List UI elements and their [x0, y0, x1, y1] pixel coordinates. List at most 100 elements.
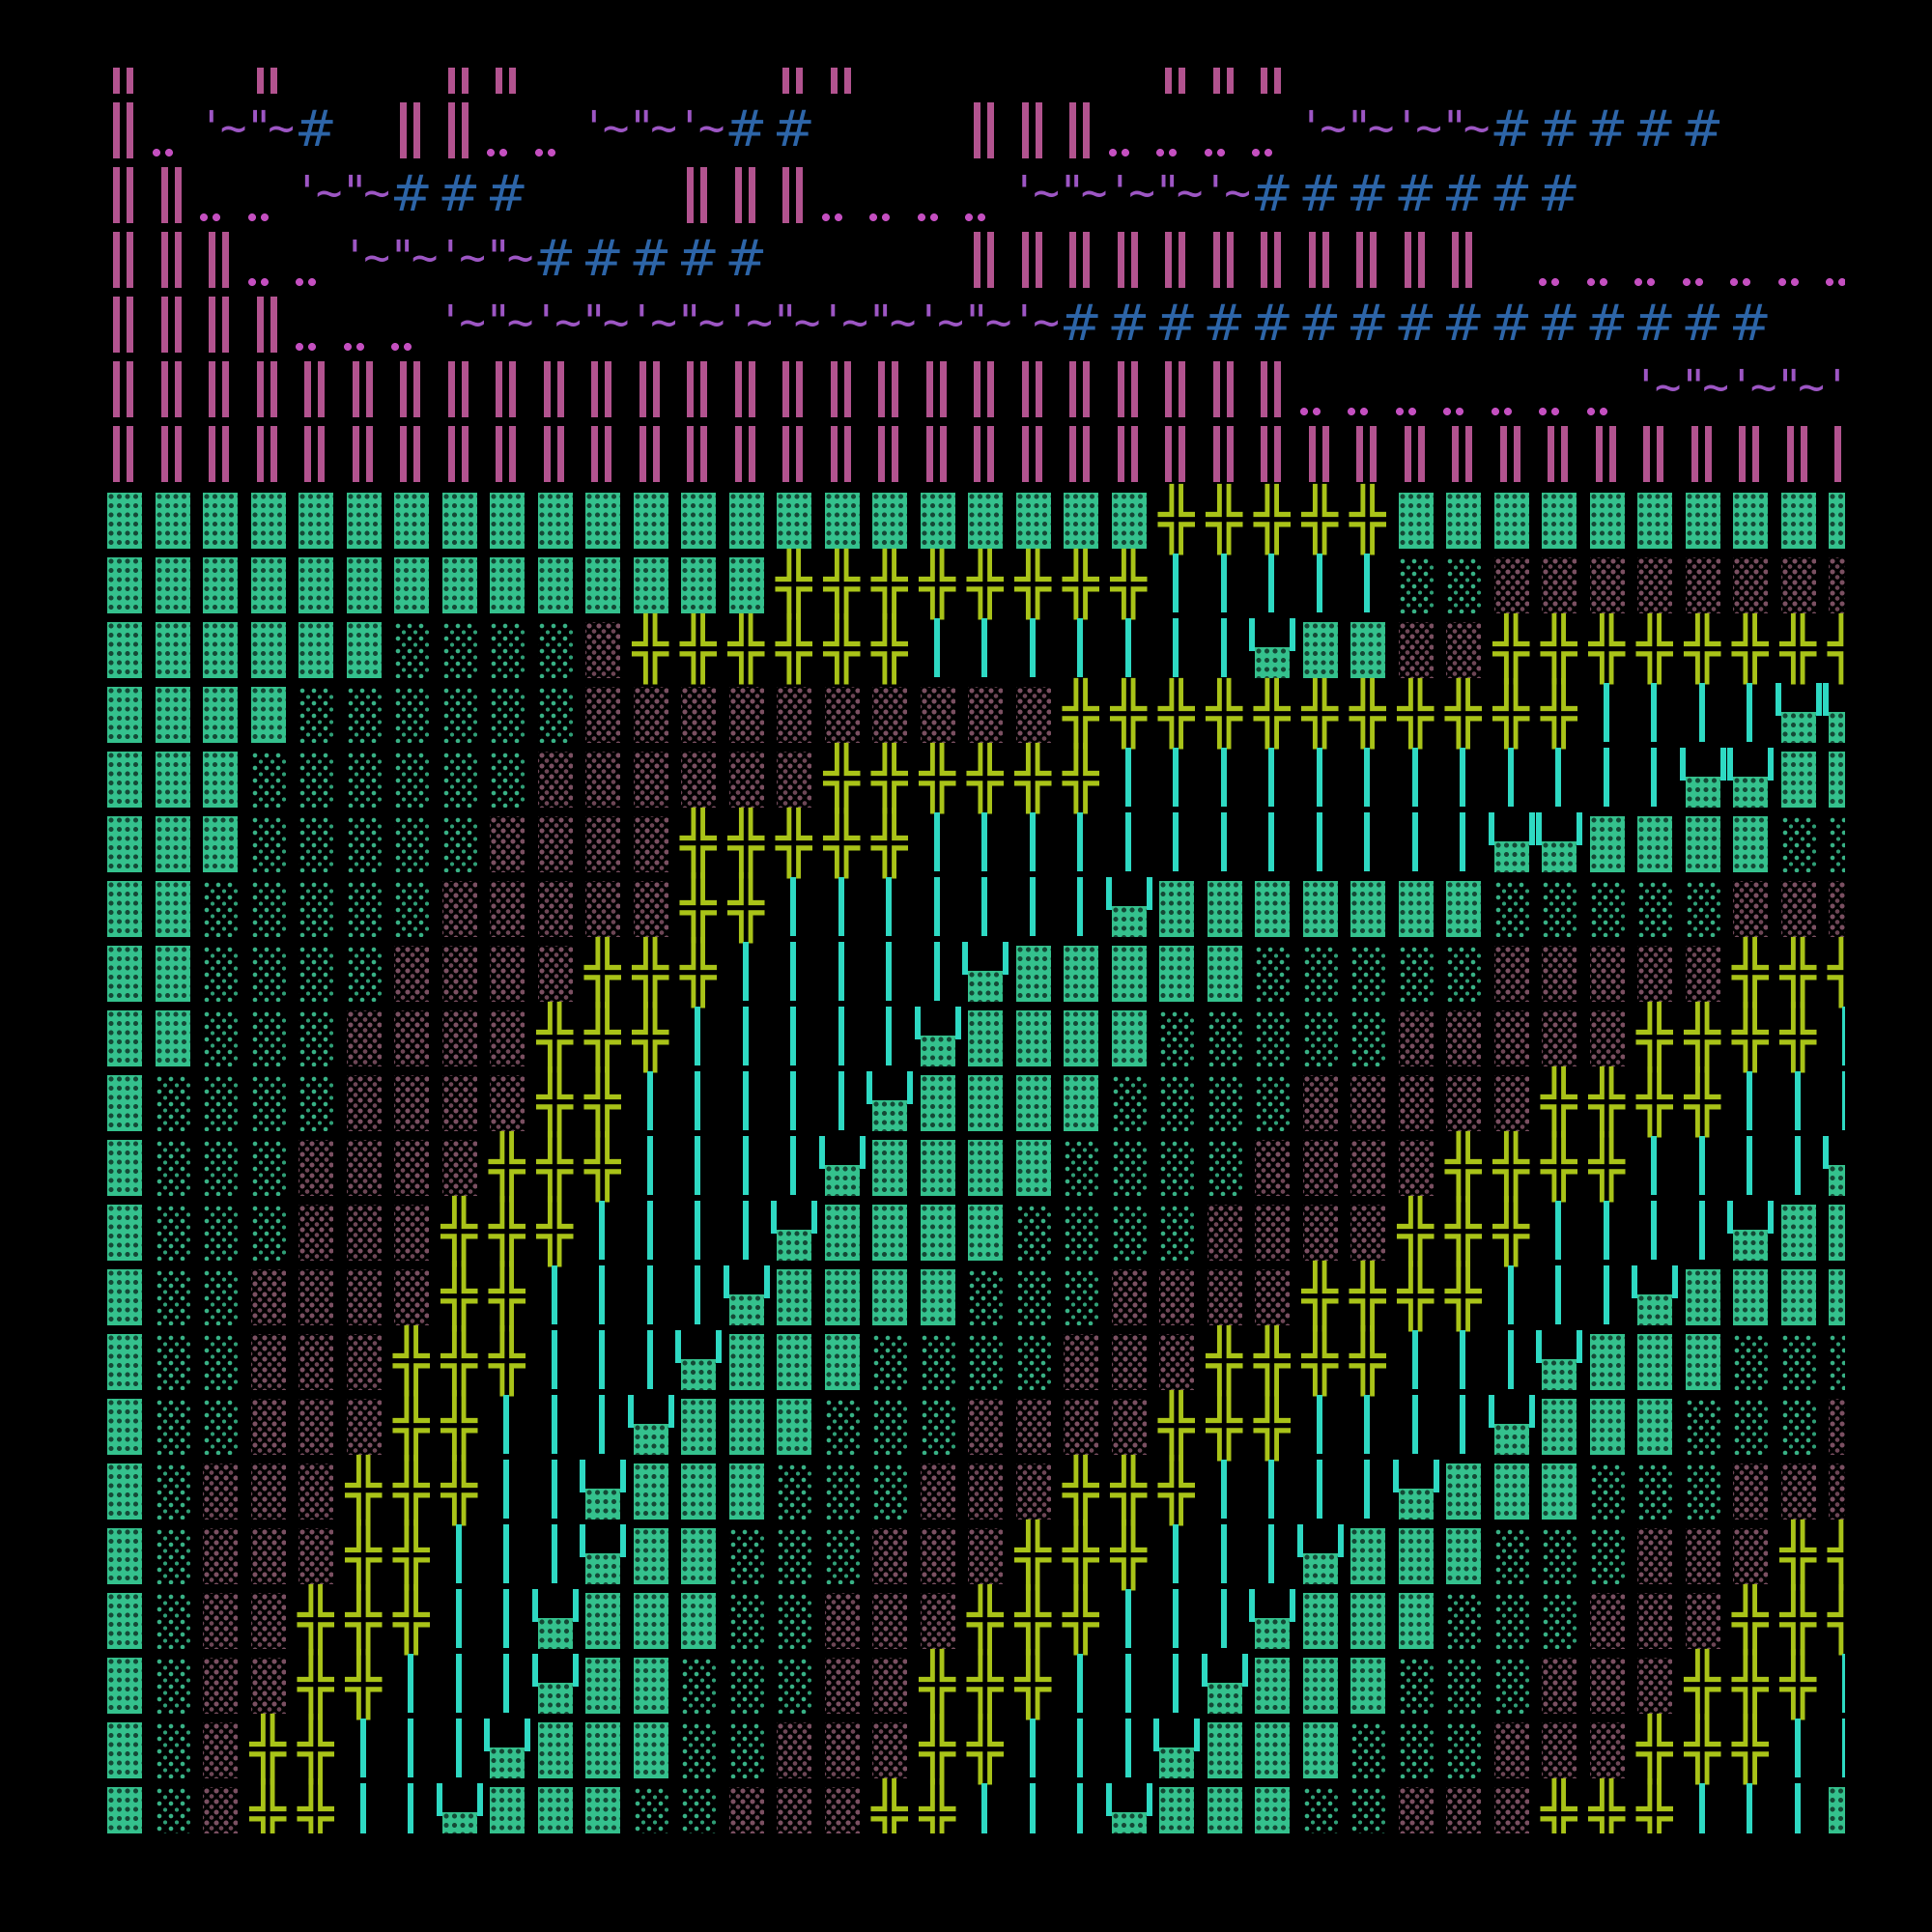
green-sparse-block-texture — [777, 1658, 811, 1714]
green-sparse-block-texture — [1780, 1334, 1816, 1390]
glyph-green-sparse-block — [1488, 1589, 1536, 1654]
mauve-dot-block-texture — [1829, 557, 1845, 613]
glyph-green-dense-block — [1679, 1330, 1727, 1395]
glyph-olive-double-cross: ╬ — [1445, 1131, 1482, 1202]
glyph-green-sparse-block — [531, 618, 580, 683]
glyph-green-sparse-block — [1009, 1330, 1058, 1395]
glyph-green-sparse-block — [723, 1719, 771, 1783]
glyph-green-dense-block — [1439, 1460, 1488, 1524]
glyph-mauve-dot-block — [1152, 1330, 1201, 1395]
glyph-cyan-to-green-cap — [627, 1395, 675, 1460]
glyph-cyan-line — [1344, 1395, 1392, 1460]
glyph-mauve-dot-block — [1201, 1265, 1249, 1330]
cyan-drip-line — [1768, 748, 1774, 781]
glyph-olive-double-cross: ╬ — [680, 872, 717, 943]
glyph-pink-double-bar — [1439, 424, 1488, 489]
glyph-cyan-to-green-cap — [1535, 812, 1583, 877]
green-cap — [1302, 1553, 1338, 1584]
glyph-cyan-to-green-cap — [483, 1719, 531, 1783]
glyph-mauve-dot-block — [436, 1071, 484, 1136]
glyph-olive-double-cross: ╬ — [1254, 1325, 1291, 1396]
glyph-pink-double-bar — [1009, 230, 1057, 295]
glyph-cyan-line — [1200, 812, 1248, 877]
cyan-drip-line — [1815, 683, 1822, 716]
glyph-pink-double-bar — [722, 359, 770, 424]
green-dense-block-texture — [298, 493, 333, 549]
green-sparse-block-texture — [203, 1334, 238, 1390]
glyph-green-sparse-block — [1152, 1071, 1201, 1136]
glyph-green-sparse-block — [674, 1719, 723, 1783]
glyph-olive-double-cross: ╬ — [871, 1778, 908, 1833]
glyph-green-sparse-block — [1822, 1330, 1845, 1395]
glyph-mauve-dot-block — [1057, 1330, 1105, 1395]
green-sparse-block-texture — [1733, 1399, 1768, 1455]
glyph-mauve-dot-block — [961, 683, 1009, 748]
green-sparse-block-texture — [394, 816, 429, 872]
glyph-olive-double-cross: ╬ — [1732, 1584, 1769, 1655]
glyph-cyan-line — [1774, 1719, 1822, 1783]
glyph-pink-double-bar — [722, 424, 770, 489]
green-dense-block-texture — [203, 557, 238, 613]
glyph-green-dense-block — [1679, 812, 1727, 877]
glyph-green-sparse-block — [1152, 1201, 1201, 1265]
glyph-green-dense-block — [1679, 489, 1727, 554]
mauve-dot-block-texture — [441, 881, 477, 937]
mauve-dot-block-texture — [1255, 1205, 1290, 1261]
glyph-cyan-line — [1057, 877, 1105, 942]
glyph-green-dense-block — [1296, 1719, 1345, 1783]
glyph-magenta-dot-pair — [1582, 359, 1631, 424]
glyph-blue-hash: # — [1490, 100, 1533, 158]
glyph-green-dense-block — [579, 1783, 627, 1833]
green-sparse-block-texture — [298, 687, 333, 743]
green-dense-block-texture — [1255, 1787, 1290, 1833]
glyph-magenta-dot-pair — [913, 165, 961, 230]
green-dense-block-texture — [1159, 1787, 1194, 1833]
glyph-pink-double-bar — [770, 165, 818, 230]
glyph-green-sparse-block — [1344, 1783, 1392, 1833]
glyph-pink-double-bar — [100, 68, 149, 100]
mauve-dot-block-texture — [250, 1399, 286, 1455]
glyph-pink-double-bar — [1248, 68, 1296, 100]
green-sparse-block-texture — [298, 946, 333, 1002]
glyph-green-dense-block — [1631, 812, 1679, 877]
glyph-blue-hash: # — [1585, 100, 1629, 158]
green-dense-block-texture — [107, 1463, 142, 1520]
glyph-mauve-dot-block — [1201, 1201, 1249, 1265]
glyph-cyan-line — [1726, 1783, 1775, 1833]
glyph-olive-double-cross: ╬ — [440, 1196, 477, 1266]
glyph-green-dense-block — [100, 1589, 149, 1654]
mauve-dot-block-texture — [1637, 1658, 1672, 1714]
green-dense-block-texture — [490, 493, 525, 549]
glyph-olive-double-cross: ╬ — [1779, 613, 1816, 684]
glyph-olive-double-cross: ╬ — [1254, 1390, 1291, 1461]
green-dense-block-texture — [1542, 1463, 1577, 1520]
green-dense-block-texture — [107, 1528, 142, 1584]
glyph-green-dense-block — [387, 554, 436, 618]
green-dense-block-texture — [968, 1075, 1003, 1131]
glyph-olive-double-cross: ╬ — [1158, 484, 1195, 554]
glyph-olive-double-cross: ╬ — [1732, 1714, 1769, 1784]
glyph-quote-tilde: "~ — [1154, 166, 1203, 218]
glyph-cyan-line — [435, 1524, 483, 1589]
glyph-mauve-dot-block — [1488, 1007, 1536, 1071]
glyph-green-dense-block — [723, 489, 771, 554]
glyph-green-sparse-block — [1105, 1136, 1153, 1201]
glyph-green-dense-block — [100, 1719, 149, 1783]
glyph-mauve-dot-block — [579, 683, 627, 748]
glyph-olive-double-cross: ╬ — [536, 1196, 573, 1266]
glyph-magenta-dot-pair — [292, 295, 340, 359]
glyph-pink-double-bar — [148, 295, 196, 359]
green-sparse-block-texture — [1542, 1528, 1577, 1584]
glyph-blue-hash: # — [773, 100, 815, 158]
mauve-dot-block-texture — [824, 1658, 860, 1714]
glyph-olive-double-cross: ╬ — [1350, 678, 1386, 749]
cyan-drip-line — [771, 1201, 777, 1234]
glyph-cyan-line — [817, 877, 866, 942]
glyph-cyan-line — [1104, 812, 1152, 877]
glyph-pink-double-bar — [961, 359, 1009, 424]
glyph-cyan-line — [1200, 1589, 1248, 1654]
glyph-cyan-line — [1057, 1783, 1105, 1833]
glyph-green-dense-block — [100, 748, 149, 812]
mauve-dot-block-texture — [1542, 1722, 1577, 1778]
green-sparse-block-texture — [155, 1528, 190, 1584]
